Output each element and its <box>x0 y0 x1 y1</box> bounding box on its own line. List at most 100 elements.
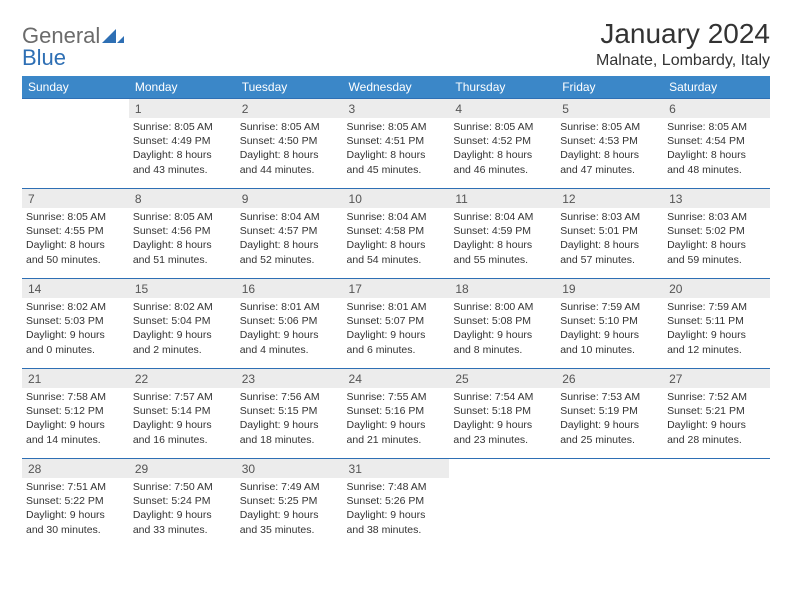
calendar-day-cell: 15Sunrise: 8:02 AMSunset: 5:04 PMDayligh… <box>129 279 236 369</box>
weekday-header: Wednesday <box>343 76 450 99</box>
calendar-day-cell: 18Sunrise: 8:00 AMSunset: 5:08 PMDayligh… <box>449 279 556 369</box>
daylight-text-2: and 47 minutes. <box>560 163 659 177</box>
day-number: 12 <box>556 189 663 208</box>
day-number: 29 <box>129 459 236 478</box>
day-number: 19 <box>556 279 663 298</box>
sunrise-text: Sunrise: 8:05 AM <box>133 120 232 134</box>
daylight-text-2: and 0 minutes. <box>26 343 125 357</box>
logo-sail-icon <box>102 27 124 48</box>
day-number: 8 <box>129 189 236 208</box>
day-details: Sunrise: 8:05 AMSunset: 4:50 PMDaylight:… <box>236 118 343 181</box>
sunset-text: Sunset: 4:53 PM <box>560 134 659 148</box>
day-number: 4 <box>449 99 556 118</box>
calendar-day-cell: 2Sunrise: 8:05 AMSunset: 4:50 PMDaylight… <box>236 99 343 189</box>
daylight-text-1: Daylight: 9 hours <box>347 508 446 522</box>
daylight-text-2: and 28 minutes. <box>667 433 766 447</box>
calendar-day-cell: 21Sunrise: 7:58 AMSunset: 5:12 PMDayligh… <box>22 369 129 459</box>
daylight-text-2: and 14 minutes. <box>26 433 125 447</box>
day-number: 18 <box>449 279 556 298</box>
daylight-text-1: Daylight: 8 hours <box>560 148 659 162</box>
daylight-text-1: Daylight: 8 hours <box>347 238 446 252</box>
daylight-text-2: and 59 minutes. <box>667 253 766 267</box>
sunrise-text: Sunrise: 8:04 AM <box>347 210 446 224</box>
weekday-header: Saturday <box>663 76 770 99</box>
daylight-text-1: Daylight: 9 hours <box>240 328 339 342</box>
day-details: Sunrise: 7:57 AMSunset: 5:14 PMDaylight:… <box>129 388 236 451</box>
sunrise-text: Sunrise: 8:04 AM <box>240 210 339 224</box>
daylight-text-2: and 25 minutes. <box>560 433 659 447</box>
calendar-day-cell: 27Sunrise: 7:52 AMSunset: 5:21 PMDayligh… <box>663 369 770 459</box>
daylight-text-2: and 54 minutes. <box>347 253 446 267</box>
calendar-body: 1Sunrise: 8:05 AMSunset: 4:49 PMDaylight… <box>22 99 770 549</box>
sunrise-text: Sunrise: 8:05 AM <box>133 210 232 224</box>
calendar-day-cell <box>22 99 129 189</box>
calendar-day-cell: 22Sunrise: 7:57 AMSunset: 5:14 PMDayligh… <box>129 369 236 459</box>
daylight-text-2: and 51 minutes. <box>133 253 232 267</box>
day-number: 31 <box>343 459 450 478</box>
daylight-text-1: Daylight: 9 hours <box>240 508 339 522</box>
daylight-text-2: and 12 minutes. <box>667 343 766 357</box>
calendar-day-cell: 13Sunrise: 8:03 AMSunset: 5:02 PMDayligh… <box>663 189 770 279</box>
calendar-day-cell: 9Sunrise: 8:04 AMSunset: 4:57 PMDaylight… <box>236 189 343 279</box>
sunrise-text: Sunrise: 7:59 AM <box>667 300 766 314</box>
calendar-day-cell: 30Sunrise: 7:49 AMSunset: 5:25 PMDayligh… <box>236 459 343 549</box>
sunset-text: Sunset: 4:51 PM <box>347 134 446 148</box>
daylight-text-1: Daylight: 9 hours <box>667 328 766 342</box>
day-number: 10 <box>343 189 450 208</box>
calendar-day-cell: 17Sunrise: 8:01 AMSunset: 5:07 PMDayligh… <box>343 279 450 369</box>
sunset-text: Sunset: 5:22 PM <box>26 494 125 508</box>
day-details: Sunrise: 7:55 AMSunset: 5:16 PMDaylight:… <box>343 388 450 451</box>
daylight-text-1: Daylight: 9 hours <box>560 418 659 432</box>
sunset-text: Sunset: 5:14 PM <box>133 404 232 418</box>
sunset-text: Sunset: 5:12 PM <box>26 404 125 418</box>
sunset-text: Sunset: 5:19 PM <box>560 404 659 418</box>
sunrise-text: Sunrise: 7:50 AM <box>133 480 232 494</box>
daylight-text-1: Daylight: 8 hours <box>667 148 766 162</box>
sunrise-text: Sunrise: 7:51 AM <box>26 480 125 494</box>
page-header: General Blue January 2024 Malnate, Lomba… <box>22 18 770 70</box>
sunrise-text: Sunrise: 7:54 AM <box>453 390 552 404</box>
month-title: January 2024 <box>596 18 770 50</box>
day-number: 1 <box>129 99 236 118</box>
weekday-header: Thursday <box>449 76 556 99</box>
sunrise-text: Sunrise: 7:53 AM <box>560 390 659 404</box>
calendar-day-cell: 19Sunrise: 7:59 AMSunset: 5:10 PMDayligh… <box>556 279 663 369</box>
calendar-day-cell: 10Sunrise: 8:04 AMSunset: 4:58 PMDayligh… <box>343 189 450 279</box>
calendar-day-cell: 12Sunrise: 8:03 AMSunset: 5:01 PMDayligh… <box>556 189 663 279</box>
calendar-day-cell: 20Sunrise: 7:59 AMSunset: 5:11 PMDayligh… <box>663 279 770 369</box>
day-number: 14 <box>22 279 129 298</box>
day-number: 17 <box>343 279 450 298</box>
day-number: 24 <box>343 369 450 388</box>
daylight-text-2: and 2 minutes. <box>133 343 232 357</box>
day-details: Sunrise: 8:00 AMSunset: 5:08 PMDaylight:… <box>449 298 556 361</box>
day-number: 11 <box>449 189 556 208</box>
daylight-text-1: Daylight: 8 hours <box>133 148 232 162</box>
daylight-text-2: and 6 minutes. <box>347 343 446 357</box>
location-label: Malnate, Lombardy, Italy <box>596 52 770 70</box>
day-details: Sunrise: 8:01 AMSunset: 5:06 PMDaylight:… <box>236 298 343 361</box>
day-details: Sunrise: 8:03 AMSunset: 5:02 PMDaylight:… <box>663 208 770 271</box>
calendar-day-cell <box>556 459 663 549</box>
daylight-text-1: Daylight: 9 hours <box>347 328 446 342</box>
daylight-text-1: Daylight: 8 hours <box>240 148 339 162</box>
day-details: Sunrise: 7:59 AMSunset: 5:10 PMDaylight:… <box>556 298 663 361</box>
calendar-day-cell: 3Sunrise: 8:05 AMSunset: 4:51 PMDaylight… <box>343 99 450 189</box>
daylight-text-1: Daylight: 8 hours <box>347 148 446 162</box>
sunset-text: Sunset: 4:50 PM <box>240 134 339 148</box>
day-number: 9 <box>236 189 343 208</box>
sunrise-text: Sunrise: 8:02 AM <box>26 300 125 314</box>
day-details: Sunrise: 8:05 AMSunset: 4:56 PMDaylight:… <box>129 208 236 271</box>
day-details: Sunrise: 8:05 AMSunset: 4:52 PMDaylight:… <box>449 118 556 181</box>
day-details: Sunrise: 7:59 AMSunset: 5:11 PMDaylight:… <box>663 298 770 361</box>
sunset-text: Sunset: 5:25 PM <box>240 494 339 508</box>
calendar-week-row: 14Sunrise: 8:02 AMSunset: 5:03 PMDayligh… <box>22 279 770 369</box>
calendar-week-row: 28Sunrise: 7:51 AMSunset: 5:22 PMDayligh… <box>22 459 770 549</box>
daylight-text-2: and 16 minutes. <box>133 433 232 447</box>
daylight-text-2: and 33 minutes. <box>133 523 232 537</box>
daylight-text-1: Daylight: 9 hours <box>133 418 232 432</box>
daylight-text-1: Daylight: 8 hours <box>26 238 125 252</box>
title-block: January 2024 Malnate, Lombardy, Italy <box>596 18 770 70</box>
daylight-text-1: Daylight: 9 hours <box>240 418 339 432</box>
daylight-text-1: Daylight: 9 hours <box>133 328 232 342</box>
daylight-text-2: and 23 minutes. <box>453 433 552 447</box>
